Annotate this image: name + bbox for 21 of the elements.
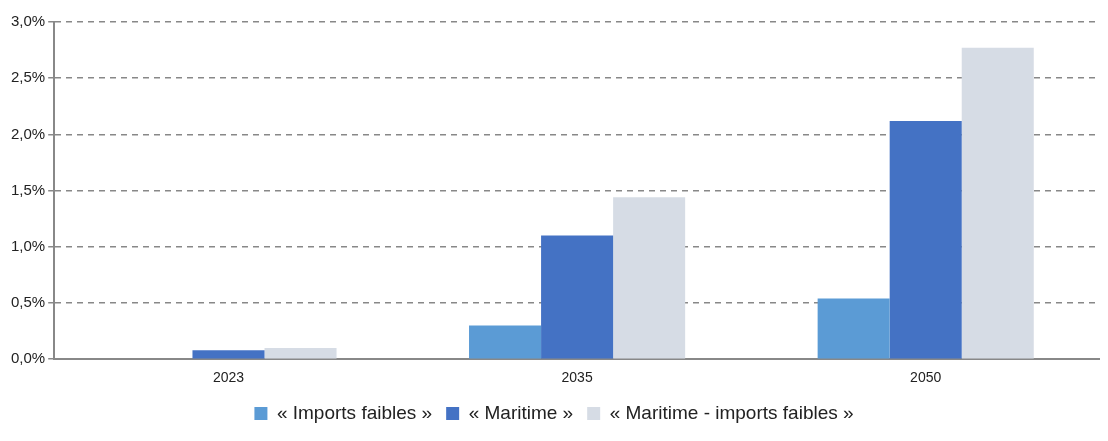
x-tick-label: 2050 [910,369,942,386]
y-tick-label: 1,0% [10,236,46,254]
y-tick-label: 2,5% [10,68,46,86]
y-tick-label: 1,5% [10,180,46,198]
bar [469,325,542,359]
x-tick-label: 2023 [212,369,245,386]
y-tick-label: 0,5% [10,293,46,311]
legend-label: « Imports faibles » [276,401,433,423]
bar [961,47,1034,359]
y-tick-label: 0,0% [10,349,46,367]
bar [264,347,337,359]
bar [613,197,686,359]
legend-label: « Maritime - imports faibles » [609,401,854,423]
bar [817,298,890,359]
y-tick-label: 3,0% [10,12,46,30]
bar [889,120,962,359]
bar [192,350,265,359]
y-tick-label: 2,0% [10,124,46,142]
bar [541,235,614,359]
legend-label: « Maritime » [468,401,574,423]
x-tick-label: 2035 [561,369,593,386]
